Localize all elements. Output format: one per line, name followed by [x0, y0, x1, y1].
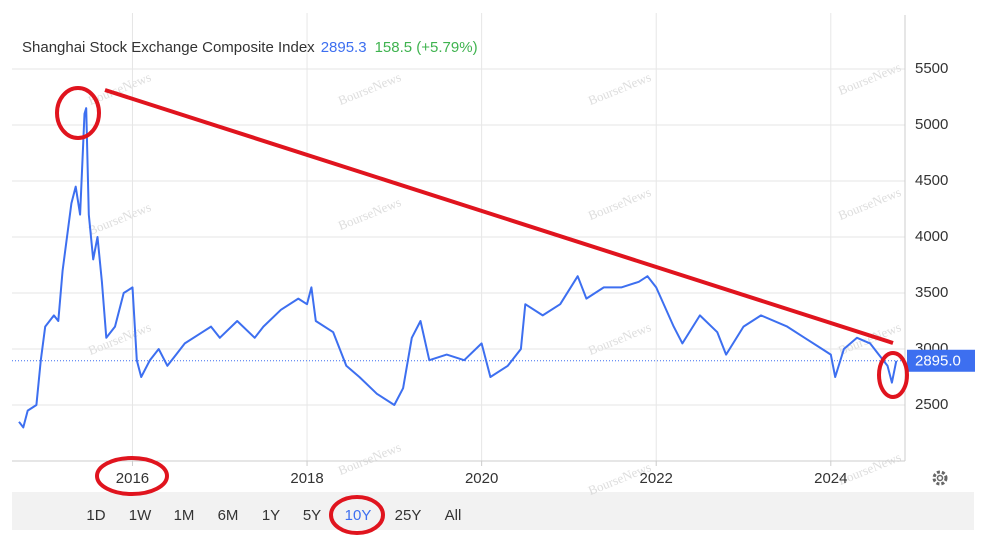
range-button[interactable]: 1D [86, 507, 105, 524]
range-bar [12, 492, 974, 530]
x-tick-label: 2016 [116, 470, 149, 487]
y-tick-label: 4500 [915, 172, 948, 189]
y-tick-label: 4000 [915, 228, 948, 245]
change: 158.5 (+5.79%) [375, 39, 478, 56]
chart-title: Shanghai Stock Exchange Composite Index 2… [22, 39, 478, 56]
range-button[interactable]: All [445, 507, 462, 524]
annotation-circle [329, 495, 385, 535]
price-line [18, 107, 898, 429]
price: 2895.3 [321, 39, 367, 56]
annotation-circle [95, 456, 169, 496]
range-button[interactable]: 10Y [345, 507, 372, 524]
x-tick-label: 2024 [814, 470, 847, 487]
y-tick-label: 3500 [915, 284, 948, 301]
last-price-label: 2895.0 [915, 353, 961, 370]
y-tick-label: 5000 [915, 116, 948, 133]
settings-icon[interactable] [932, 470, 948, 486]
range-button[interactable]: 1M [174, 507, 195, 524]
y-tick-label: 5500 [915, 60, 948, 77]
range-button[interactable]: 6M [218, 507, 239, 524]
range-button[interactable]: 1W [129, 507, 152, 524]
range-button[interactable]: 25Y [395, 507, 422, 524]
range-button[interactable]: 5Y [303, 507, 321, 524]
title-text: Shanghai Stock Exchange Composite Index [22, 39, 315, 56]
x-tick-label: 2018 [290, 470, 323, 487]
annotation-circle [55, 86, 101, 140]
annotation-circle [877, 351, 909, 399]
y-tick-label: 2500 [915, 396, 948, 413]
annotation-trendline [104, 88, 894, 345]
x-tick-label: 2022 [640, 470, 673, 487]
x-tick-label: 2020 [465, 470, 498, 487]
last-price-box [907, 349, 975, 372]
range-button[interactable]: 1Y [262, 507, 280, 524]
